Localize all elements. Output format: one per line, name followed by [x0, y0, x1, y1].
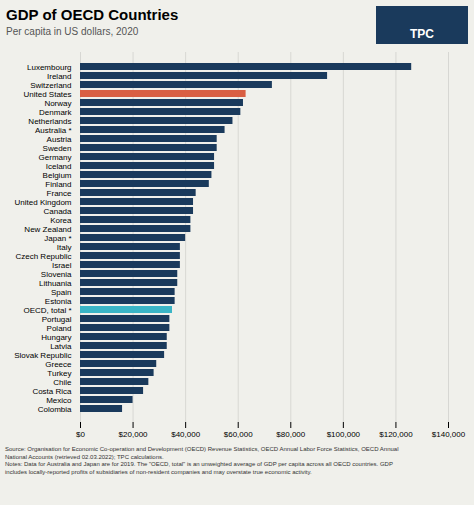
svg-text:OECD, total *: OECD, total *: [23, 306, 71, 315]
html-text:TPC: TPC: [410, 27, 434, 41]
svg-text:Slovak Republic: Slovak Republic: [14, 351, 71, 360]
svg-text:Turkey: Turkey: [47, 369, 71, 378]
svg-text:United States: United States: [23, 90, 71, 99]
svg-text:Canada: Canada: [43, 207, 72, 216]
svg-text:Portugal: Portugal: [42, 315, 72, 324]
svg-text:Italy: Italy: [57, 243, 72, 252]
svg-text:France: France: [47, 189, 72, 198]
svg-text:Colombia: Colombia: [38, 405, 72, 414]
svg-text:$40,000: $40,000: [171, 430, 200, 439]
svg-text:Belgium: Belgium: [43, 171, 72, 180]
svg-text:$60,000: $60,000: [224, 430, 253, 439]
svg-text:New Zealand: New Zealand: [24, 225, 71, 234]
svg-text:$20,000: $20,000: [119, 430, 148, 439]
html-text:GDP of OECD Countries: GDP of OECD Countries: [6, 6, 179, 23]
svg-text:Israel: Israel: [52, 261, 72, 270]
svg-text:Australia *: Australia *: [35, 126, 71, 135]
svg-text:Norway: Norway: [44, 99, 71, 108]
svg-text:Germany: Germany: [39, 153, 72, 162]
svg-text:Greece: Greece: [45, 360, 72, 369]
svg-text:Chile: Chile: [53, 378, 72, 387]
svg-text:Switzerland: Switzerland: [30, 81, 71, 90]
svg-text:Lithuania: Lithuania: [39, 279, 72, 288]
svg-text:Costa Rica: Costa Rica: [32, 387, 72, 396]
svg-text:Hungary: Hungary: [41, 333, 71, 342]
svg-text:Slovenia: Slovenia: [41, 270, 72, 279]
svg-text:$80,000: $80,000: [276, 430, 305, 439]
svg-text:Finland: Finland: [45, 180, 71, 189]
html-text:Source: Organisation for Econo: Source: Organisation for Economic Co-ope…: [5, 446, 399, 475]
svg-text:Denmark: Denmark: [39, 108, 72, 117]
svg-text:Japan *: Japan *: [44, 234, 71, 243]
svg-text:Netherlands: Netherlands: [28, 117, 71, 126]
svg-text:$100,000: $100,000: [327, 430, 361, 439]
svg-text:Estonia: Estonia: [45, 297, 72, 306]
svg-text:Iceland: Iceland: [46, 162, 72, 171]
svg-text:Korea: Korea: [50, 216, 72, 225]
svg-text:Luxembourg: Luxembourg: [27, 63, 71, 72]
svg-text:Poland: Poland: [47, 324, 72, 333]
svg-text:$0: $0: [76, 430, 85, 439]
svg-text:Ireland: Ireland: [47, 72, 71, 81]
svg-text:Spain: Spain: [51, 288, 71, 297]
svg-text:Sweden: Sweden: [43, 144, 72, 153]
svg-text:Czech Republic: Czech Republic: [15, 252, 71, 261]
svg-text:United Kingdom: United Kingdom: [15, 198, 72, 207]
svg-text:Mexico: Mexico: [46, 396, 72, 405]
svg-text:$140,000: $140,000: [432, 430, 466, 439]
svg-text:$120,000: $120,000: [379, 430, 413, 439]
html-text:Per capita in US dollars, 2020: Per capita in US dollars, 2020: [6, 26, 139, 37]
svg-text:Latvia: Latvia: [50, 342, 72, 351]
svg-text:Austria: Austria: [47, 135, 72, 144]
